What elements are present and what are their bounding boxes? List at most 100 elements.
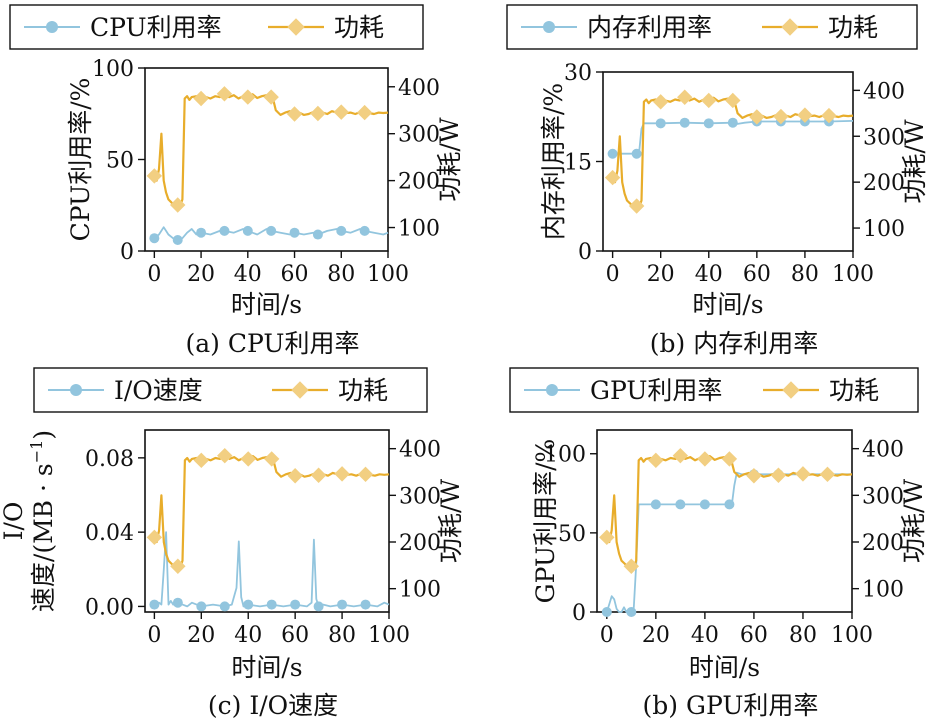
x-axis-label: 时间/s	[692, 290, 763, 319]
x-axis-label: 时间/s	[231, 653, 302, 682]
y-left-axis-label-line1: I/O	[0, 502, 28, 541]
power-marker	[821, 107, 837, 124]
power-marker	[721, 451, 738, 467]
y-left-tick-label: 0.00	[85, 595, 134, 620]
legend: GPU利用率 功耗	[509, 367, 919, 413]
y-left-tick-label: 0	[578, 240, 592, 265]
x-tick-label: 0	[147, 623, 161, 648]
power-series-line	[611, 96, 854, 209]
y-left-tick-label: 100	[544, 443, 586, 468]
x-tick-label: 0	[606, 262, 620, 287]
power-marker	[193, 90, 209, 107]
x-tick-label: 40	[691, 623, 719, 648]
utilization-marker	[703, 118, 714, 129]
panel-1: 0 20 40 60 80 100 0 50 100 100 200 300 400 时间/s 功耗/W CP…	[9, 4, 464, 358]
x-tick-label: 100	[367, 262, 409, 287]
x-tick-label: 20	[187, 623, 215, 648]
utilization-marker	[172, 597, 183, 608]
y-right-tick-label: 200	[399, 531, 441, 556]
power-marker	[216, 86, 233, 102]
power-marker	[628, 198, 645, 214]
x-tick-label: 60	[740, 623, 768, 648]
utilization-marker	[289, 227, 300, 238]
utilization-marker	[219, 225, 230, 236]
utilization-marker	[196, 227, 207, 238]
legend-utilization-marker	[70, 384, 82, 396]
power-marker	[286, 106, 303, 122]
legend-power-label: 功耗	[829, 376, 879, 405]
y-right-tick-label: 300	[399, 484, 441, 509]
y-right-tick-label: 300	[863, 125, 905, 150]
power-marker	[287, 468, 303, 484]
utilization-marker	[149, 233, 160, 244]
x-tick-label: 80	[789, 623, 817, 648]
utilization-marker	[359, 225, 370, 236]
utilization-marker	[172, 235, 183, 246]
y-left-tick-label: 0.08	[85, 447, 134, 472]
plot-frame	[596, 429, 853, 613]
utilization-marker	[149, 599, 160, 610]
y-right-axis-label: 功耗/W	[436, 479, 465, 563]
y-right-axis-label: 功耗/W	[899, 479, 928, 563]
legend-power-marker	[287, 18, 305, 36]
power-marker	[217, 447, 233, 464]
y-left-axis-label-line2: 速度/(MB · s−1)	[27, 430, 58, 612]
power-marker	[146, 529, 163, 546]
y-left-axis-label: 内存利用率/%	[539, 83, 568, 240]
y-left-axis-label: CPU利用率/%	[66, 78, 95, 242]
y-left-tick-label: 30	[564, 61, 592, 86]
power-marker	[263, 89, 279, 105]
utilization-marker	[631, 148, 642, 159]
legend-power-label: 功耗	[338, 376, 388, 405]
power-marker	[146, 168, 163, 184]
legend-power-marker	[782, 381, 800, 399]
y-left-axis-label-close: )	[29, 430, 58, 440]
power-series-line	[605, 454, 853, 569]
x-tick-label: 100	[832, 262, 874, 287]
x-axis-label: 时间/s	[689, 653, 760, 682]
utilization-marker	[219, 601, 230, 612]
power-marker	[819, 466, 836, 483]
power-marker	[599, 529, 615, 546]
utilization-marker	[337, 599, 348, 610]
utilization-marker	[266, 599, 277, 610]
x-tick-label: 60	[281, 623, 309, 648]
x-tick-label: 40	[234, 262, 262, 287]
x-tick-label: 80	[327, 262, 355, 287]
power-series-line	[153, 92, 389, 208]
x-tick-label: 100	[831, 623, 873, 648]
y-right-tick-label: 400	[398, 76, 440, 101]
legend-utilization-marker	[546, 384, 558, 396]
legend-power-label: 功耗	[334, 13, 384, 42]
x-tick-label: 40	[234, 623, 262, 648]
utilization-series-line	[154, 531, 390, 608]
utilization-marker	[601, 607, 612, 617]
x-tick-label: 0	[600, 623, 614, 648]
power-marker	[677, 89, 693, 105]
x-tick-label: 40	[695, 262, 723, 287]
power-series-line	[153, 454, 390, 569]
legend-utilization-marker	[543, 21, 555, 33]
power-marker	[623, 558, 640, 574]
power-marker	[797, 107, 813, 123]
legend: CPU利用率 功耗	[9, 4, 424, 50]
utilization-marker	[699, 499, 710, 510]
power-marker	[240, 451, 256, 467]
power-marker	[310, 467, 327, 483]
y-right-tick-label: 400	[863, 79, 905, 104]
panel-2: 0 20 40 60 80 100 0 15 30 100 200 300 400 时间/s 功耗/W 内存利…	[506, 4, 929, 358]
utilization-marker	[242, 225, 253, 236]
x-tick-label: 60	[281, 262, 309, 287]
power-marker	[701, 92, 717, 109]
y-right-tick-label: 100	[863, 217, 905, 242]
subplot-caption: (a) CPU利用率	[186, 329, 360, 358]
y-left-axis-label-main: 速度/(MB · s	[29, 463, 58, 612]
power-marker	[170, 197, 186, 213]
utilization-marker	[679, 117, 690, 128]
y-right-tick-label: 400	[862, 438, 904, 463]
y-right-axis-label: 功耗/W	[435, 117, 464, 201]
power-marker	[652, 94, 669, 110]
y-right-tick-label: 100	[862, 578, 904, 603]
utilization-marker	[290, 599, 301, 610]
